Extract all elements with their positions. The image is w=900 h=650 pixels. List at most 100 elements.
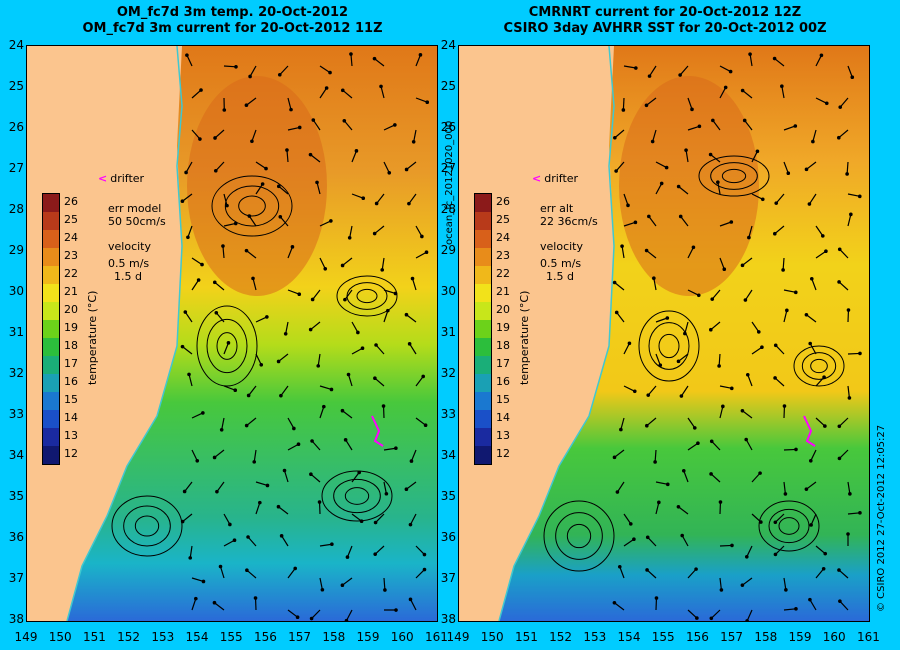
arrow-head xyxy=(374,201,379,206)
current-arrow xyxy=(623,193,629,206)
current-arrow xyxy=(287,289,300,295)
left-drifter-label: drifter xyxy=(110,172,145,185)
arrow-head xyxy=(794,447,798,452)
current-arrow xyxy=(345,609,353,621)
right-map-svg xyxy=(498,46,869,621)
arrow-head xyxy=(212,600,217,605)
colorbar-swatch xyxy=(43,410,59,428)
colorbar-swatch xyxy=(43,230,59,248)
eddy-streamline xyxy=(648,322,690,370)
current-arrow xyxy=(742,410,753,419)
arrow-head xyxy=(681,468,686,473)
current-arrow xyxy=(687,289,700,296)
colorbar-tick-label: 21 xyxy=(496,285,510,298)
arrow-head xyxy=(184,170,188,175)
arrow-head xyxy=(233,221,238,226)
arrow-head xyxy=(709,327,713,332)
colorbar-swatch xyxy=(475,320,491,338)
arrow-head xyxy=(200,262,204,267)
arrow-head xyxy=(678,214,683,219)
current-arrow xyxy=(783,125,796,131)
arrow-head xyxy=(621,108,626,112)
current-arrow xyxy=(806,314,817,323)
arrow-head xyxy=(781,268,785,272)
colorbar-tick-label: 25 xyxy=(64,213,78,226)
arrow-head xyxy=(340,583,345,587)
eddy-streamline xyxy=(134,515,160,537)
current-arrow xyxy=(680,385,689,397)
arrow-head xyxy=(696,293,701,298)
arrow-head xyxy=(808,597,812,602)
right-map-panel[interactable] xyxy=(458,45,870,622)
current-arrow xyxy=(751,346,763,355)
current-arrow xyxy=(718,353,721,367)
right-velocity-label: velocity xyxy=(540,240,583,253)
colorbar-tick-label: 26 xyxy=(496,195,510,208)
current-arrow xyxy=(415,376,424,387)
left-lon-axis: 149 150 151 152 153 154 155 156 157 158 159 160 161 xyxy=(14,630,454,646)
current-arrow xyxy=(214,281,225,291)
arrow-head xyxy=(645,423,649,428)
arrow-head xyxy=(613,135,617,140)
arrow-head xyxy=(665,316,670,320)
colorbar-tick-label: 19 xyxy=(64,321,78,334)
current-arrow xyxy=(287,443,299,451)
arrow-head xyxy=(808,459,813,463)
current-arrow xyxy=(681,535,689,547)
colorbar-tick-label: 17 xyxy=(496,357,510,370)
arrow-head xyxy=(646,393,651,397)
arrow-head xyxy=(411,139,416,144)
current-arrow xyxy=(653,278,657,291)
current-arrow xyxy=(191,89,202,99)
eddy-streamline xyxy=(123,505,171,547)
current-arrow xyxy=(415,417,426,426)
current-arrow xyxy=(409,513,417,525)
lat-tick-label: 31 xyxy=(8,325,24,339)
current-arrow xyxy=(815,55,822,67)
current-arrow xyxy=(312,119,321,131)
arrow-head xyxy=(218,564,223,569)
lat-tick-label: 27 xyxy=(8,161,24,175)
current-arrow xyxy=(287,417,295,429)
current-arrow xyxy=(751,193,764,200)
middle-vertical-label: ocean_fc_20121020_000 xyxy=(444,120,455,245)
arrow-head xyxy=(404,487,409,491)
current-arrow xyxy=(191,449,198,462)
arrow-head xyxy=(644,248,649,253)
arrow-head xyxy=(421,374,426,379)
arrow-head xyxy=(425,100,430,105)
arrow-head xyxy=(683,331,687,336)
colorbar-swatch xyxy=(43,212,59,230)
current-arrow xyxy=(655,481,668,485)
current-arrow xyxy=(710,609,721,619)
arrow-head xyxy=(226,341,231,345)
arrow-head xyxy=(213,136,217,140)
current-arrow xyxy=(345,439,353,451)
drifter-marker-icon: < xyxy=(98,172,108,185)
arrow-head xyxy=(804,312,809,317)
left-map-panel[interactable] xyxy=(26,45,438,622)
arrow-head xyxy=(422,567,427,572)
arrow-head xyxy=(743,298,748,302)
lat-tick-label: 31 xyxy=(440,325,456,339)
arrow-head xyxy=(694,567,698,571)
arrow-head xyxy=(183,310,188,314)
lat-tick-label: 30 xyxy=(8,284,24,298)
arrow-head xyxy=(793,124,798,128)
arrow-head xyxy=(849,212,853,217)
eddy-streamline xyxy=(211,175,293,237)
current-arrow xyxy=(351,150,358,163)
colorbar-tick-label: 24 xyxy=(496,231,510,244)
current-arrow xyxy=(279,65,289,76)
current-arrow xyxy=(648,216,657,227)
arrow-head xyxy=(664,165,669,170)
arrow-head xyxy=(615,490,620,494)
arrow-head xyxy=(187,372,191,377)
arrow-head xyxy=(180,199,185,204)
lat-tick-label: 37 xyxy=(440,571,456,585)
arrow-head xyxy=(383,588,387,592)
arrow-head xyxy=(822,375,826,379)
eddy-streamline xyxy=(356,288,378,304)
current-arrow xyxy=(223,385,236,391)
current-arrow xyxy=(311,609,321,619)
